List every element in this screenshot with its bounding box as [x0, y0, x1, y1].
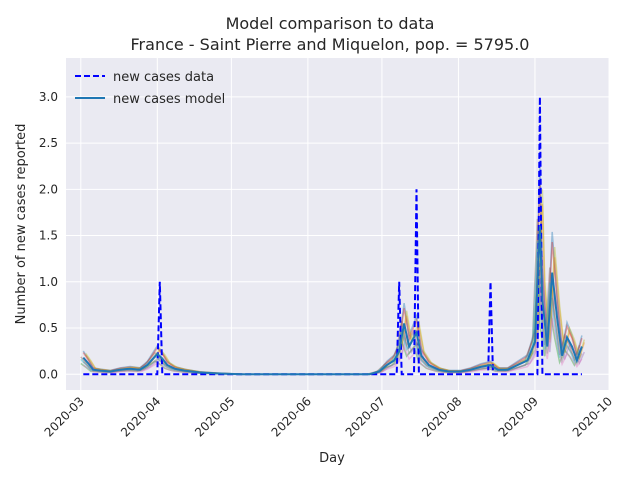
series-lines [82, 96, 583, 376]
model-ensemble-line [82, 181, 583, 376]
x-tick-label: 2020-07 [343, 394, 388, 439]
y-tick-label: 2.0 [39, 182, 58, 196]
plot-area [66, 58, 609, 390]
model-series-line [82, 226, 583, 376]
model-ensemble-line [82, 263, 583, 376]
x-axis-ticks: 2020-03 2020-04 2020-05 2020-06 2020-07 2020-… [42, 394, 616, 439]
y-tick-label: 1.5 [39, 229, 58, 243]
y-tick-label: 2.5 [39, 136, 58, 150]
y-axis-ticks: 0.0 0.5 1.0 1.5 2.0 2.5 3.0 [39, 90, 58, 381]
y-axis-label: Number of new cases reported [14, 124, 29, 325]
legend: new cases data new cases model [75, 70, 225, 107]
model-ensemble-line [82, 167, 583, 376]
model-ensemble-line [82, 292, 583, 376]
model-ensemble-line [80, 218, 581, 376]
x-tick-label: 2020-10 [570, 394, 615, 439]
x-tick-label: 2020-04 [118, 394, 163, 439]
y-tick-label: 1.0 [39, 275, 58, 289]
chart-title: Model comparison to data [226, 14, 435, 33]
x-tick-label: 2020-05 [192, 394, 237, 439]
x-axis-label: Day [319, 451, 345, 466]
x-tick-label: 2020-08 [419, 394, 464, 439]
chart-subtitle: France - Saint Pierre and Miquelon, pop.… [131, 35, 530, 54]
model-ensemble-line [85, 255, 585, 376]
x-tick-label: 2020-06 [269, 394, 314, 439]
y-tick-label: 0.0 [39, 367, 58, 381]
legend-label-model: new cases model [113, 92, 225, 107]
model-ensemble-line [80, 278, 581, 376]
x-tick-label: 2020-09 [496, 394, 541, 439]
y-tick-label: 0.5 [39, 321, 58, 335]
legend-label-data: new cases data [113, 70, 214, 85]
y-tick-label: 3.0 [39, 90, 58, 104]
x-tick-label: 2020-03 [42, 394, 87, 439]
